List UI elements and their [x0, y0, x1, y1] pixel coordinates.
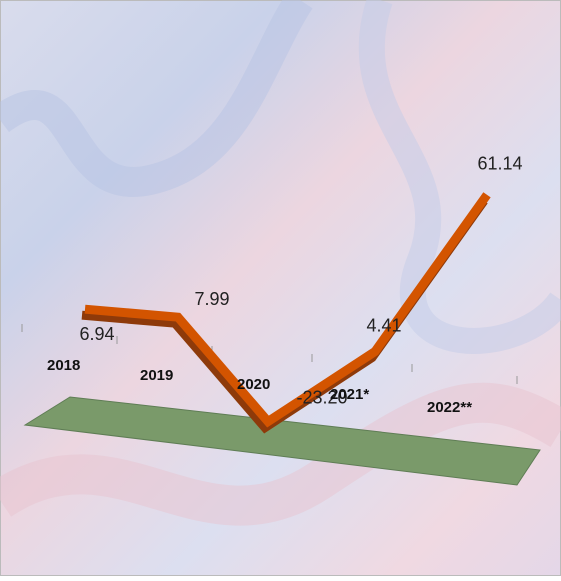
x-tick-label: 2019 — [140, 367, 173, 384]
data-label: 7.99 — [194, 289, 229, 309]
x-tick-label: 2022** — [427, 399, 472, 416]
data-label: 6.94 — [79, 324, 114, 344]
data-label: 61.14 — [477, 154, 522, 174]
category-separators — [21, 324, 518, 384]
data-label: -23.20 — [296, 387, 347, 407]
line — [84, 192, 491, 428]
marble-swirl — [358, 0, 561, 354]
x-tick-label: 2021* — [330, 386, 369, 403]
floor — [23, 396, 541, 486]
data-label: 4.41 — [366, 315, 401, 335]
x-tick-label: 2018 — [47, 357, 80, 374]
marble-swirl — [0, 382, 561, 526]
marble-swirl — [0, 0, 313, 197]
x-tick-label: 2020 — [237, 376, 270, 393]
